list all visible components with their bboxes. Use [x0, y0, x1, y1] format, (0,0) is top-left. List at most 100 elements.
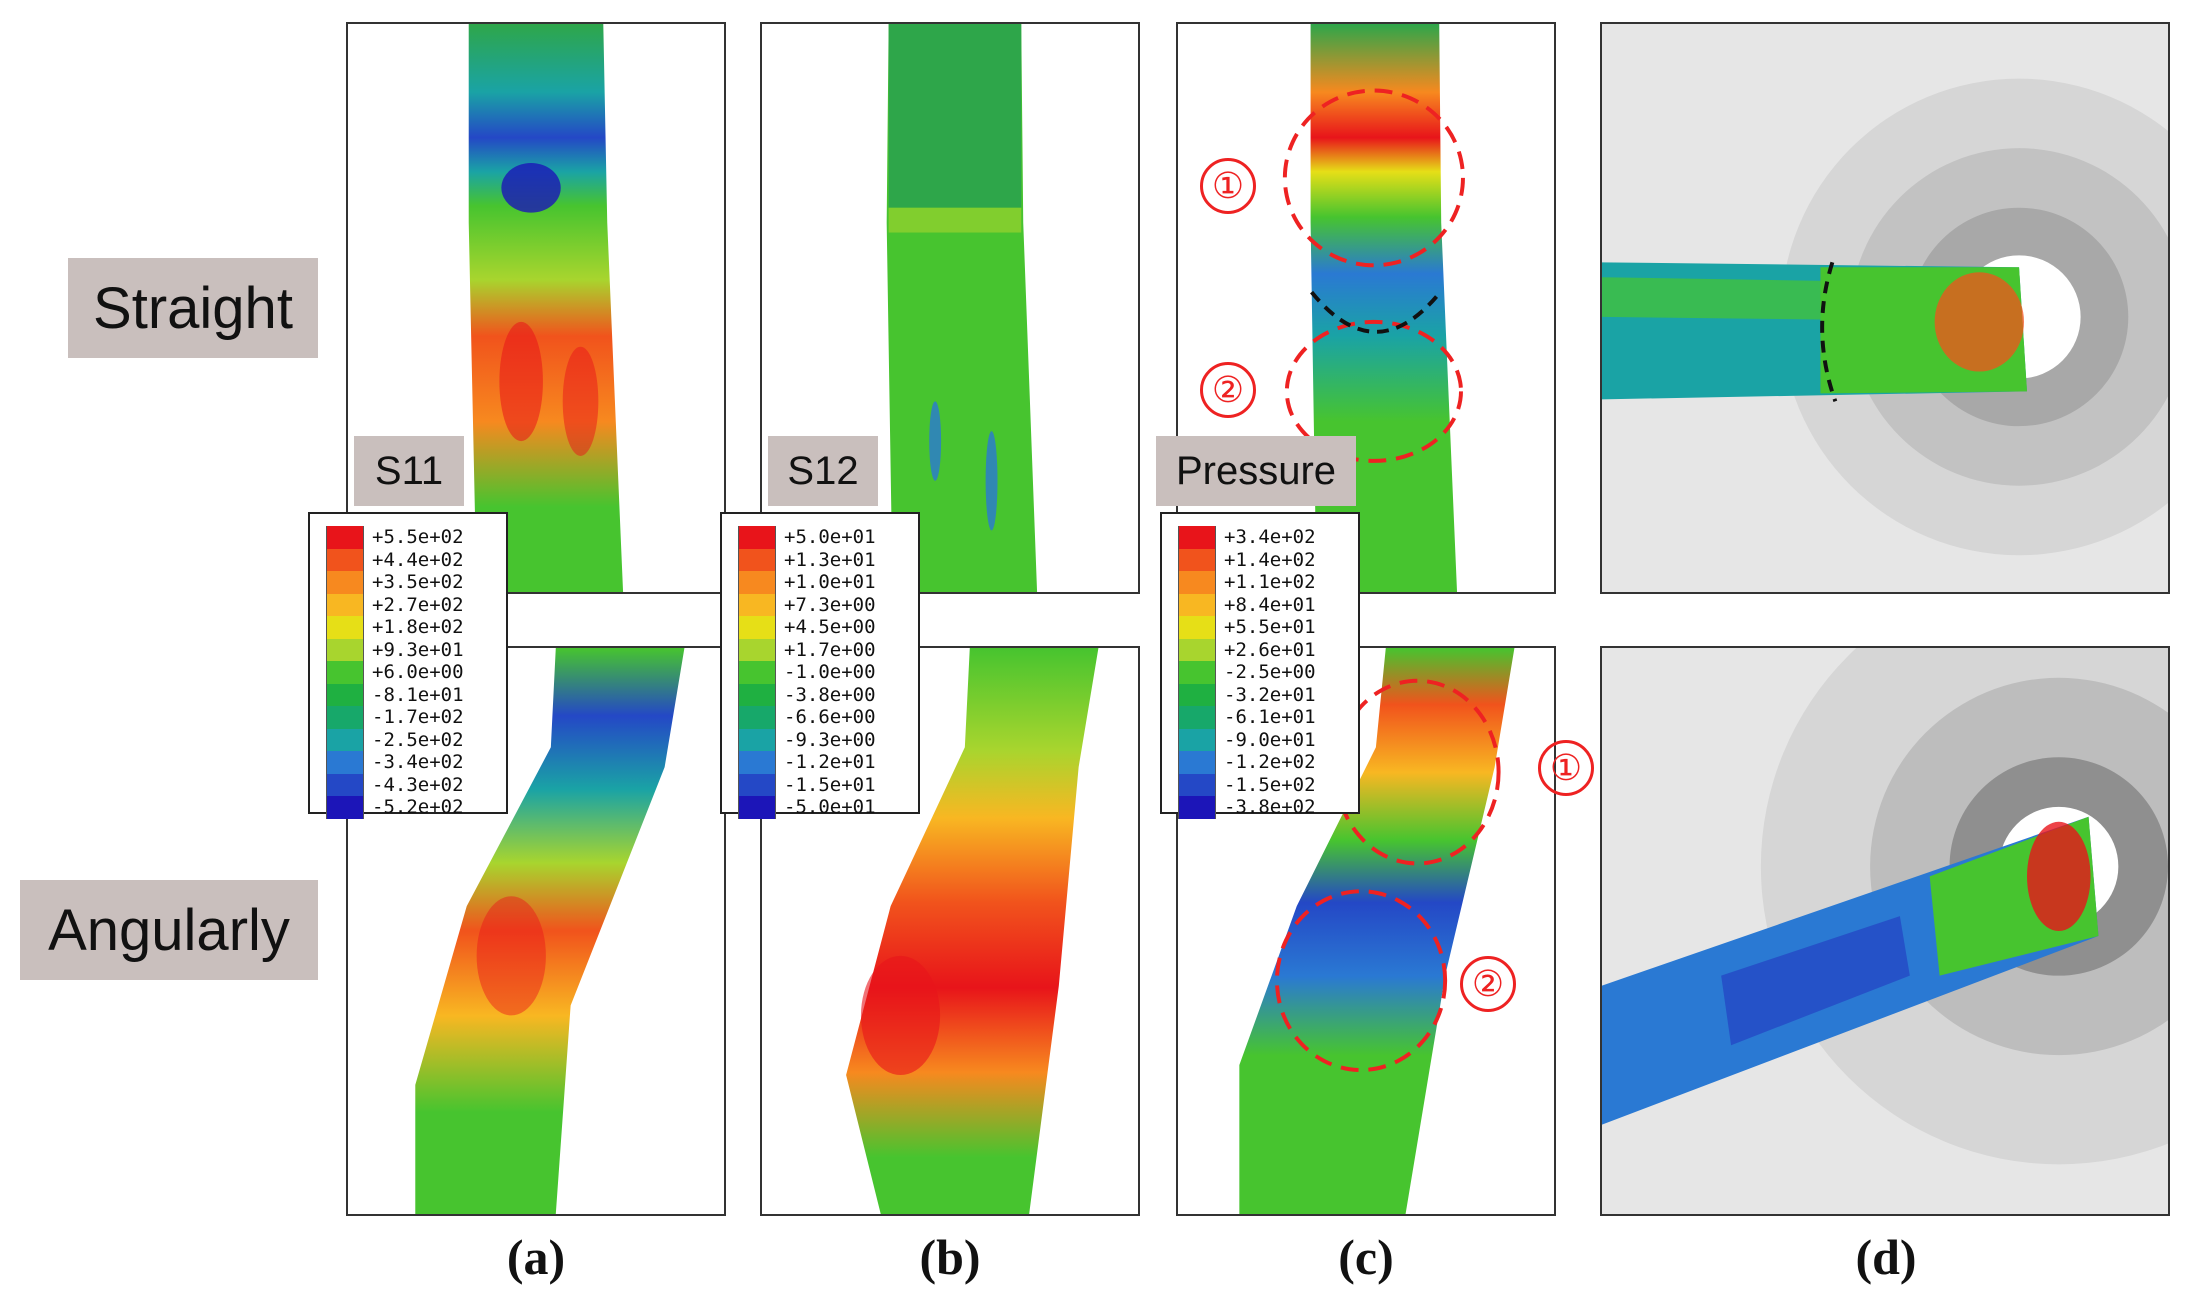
panel-b-straight: [760, 22, 1140, 594]
legend-row: -1.5e+01: [738, 773, 910, 796]
legend-value: -6.1e+01: [1224, 706, 1316, 729]
legend-value: -1.0e+00: [784, 661, 876, 684]
legend-value: -6.6e+00: [784, 706, 876, 729]
region-marker-1-straight: ①: [1200, 158, 1256, 214]
legend-value: +1.0e+01: [784, 571, 876, 594]
legend-swatch: [326, 773, 364, 796]
tag-s11: S11: [354, 436, 464, 506]
legend-swatch: [326, 751, 364, 774]
legend-row: -9.0e+01: [1178, 728, 1350, 751]
legend-row: -1.5e+02: [1178, 773, 1350, 796]
legend-value: +8.4e+01: [1224, 593, 1316, 616]
legend-row: -2.5e+02: [326, 728, 498, 751]
panel-a-angular: [346, 646, 726, 1216]
legend-value: -3.8e+02: [1224, 796, 1316, 819]
legend-swatch: [1178, 638, 1216, 661]
legend-value: -3.4e+02: [372, 751, 464, 774]
legend-row: +9.3e+01: [326, 638, 498, 661]
sub-label-c: (c): [1338, 1229, 1394, 1285]
legend-row: -4.3e+02: [326, 773, 498, 796]
legend-swatch: [738, 616, 776, 639]
legend-row: -5.2e+02: [326, 796, 498, 819]
region-marker-2-angular: ②: [1460, 956, 1516, 1012]
legend-row: +3.5e+02: [326, 571, 498, 594]
legend-row: -1.0e+00: [738, 661, 910, 684]
legend-value: -5.2e+02: [372, 796, 464, 819]
legend-row: -3.8e+00: [738, 683, 910, 706]
legend-value: +3.4e+02: [1224, 526, 1316, 549]
legend-row: +4.4e+02: [326, 548, 498, 571]
legend-value: -1.7e+02: [372, 706, 464, 729]
legend-row: -2.5e+00: [1178, 661, 1350, 684]
legend-row: +1.1e+02: [1178, 571, 1350, 594]
legend-swatch: [326, 706, 364, 729]
legend-value: -1.2e+01: [784, 751, 876, 774]
legend-swatch: [738, 773, 776, 796]
legend-row: -1.7e+02: [326, 706, 498, 729]
legend-swatch: [1178, 773, 1216, 796]
legend-value: -3.8e+00: [784, 683, 876, 706]
legend-swatch: [738, 548, 776, 571]
legend-value: +5.0e+01: [784, 526, 876, 549]
legend-row: +5.5e+02: [326, 526, 498, 549]
panel-c-angular: [1176, 646, 1556, 1216]
legend-row: -9.3e+00: [738, 728, 910, 751]
legend-row: +1.7e+00: [738, 638, 910, 661]
legend-row: +1.3e+01: [738, 548, 910, 571]
legend-swatch: [738, 728, 776, 751]
legend-row: -6.6e+00: [738, 706, 910, 729]
legend-value: +7.3e+00: [784, 593, 876, 616]
legend-row: +1.0e+01: [738, 571, 910, 594]
legend-value: -4.3e+02: [372, 773, 464, 796]
legend-swatch: [738, 706, 776, 729]
legend-swatch: [1178, 548, 1216, 571]
legend-row: -3.4e+02: [326, 751, 498, 774]
legend-value: -2.5e+02: [372, 728, 464, 751]
legend-row: +5.0e+01: [738, 526, 910, 549]
legend-swatch: [738, 683, 776, 706]
legend-swatch: [738, 526, 776, 549]
legend-s11: +5.5e+02 +4.4e+02 +3.5e+02 +2.7e+02 +1.8e+02…: [308, 512, 508, 819]
tag-s12: S12: [768, 436, 878, 506]
legend-swatch: [738, 796, 776, 819]
legend-swatch: [1178, 616, 1216, 639]
sub-label-a: (a): [506, 1229, 566, 1285]
legend-row: -1.2e+02: [1178, 751, 1350, 774]
legend-row: +1.4e+02: [1178, 548, 1350, 571]
legend-value: -1.5e+02: [1224, 773, 1316, 796]
legend-swatch: [1178, 728, 1216, 751]
legend-swatch: [738, 638, 776, 661]
row-label-angularly: Angularly: [20, 880, 318, 980]
region-marker-2-straight: ②: [1200, 362, 1256, 418]
legend-s12: +5.0e+01 +1.3e+01 +1.0e+01 +7.3e+00 +4.5e+00…: [720, 512, 920, 819]
legend-pressure: +3.4e+02 +1.4e+02 +1.1e+02 +8.4e+01 +5.5e+01…: [1160, 512, 1360, 819]
legend-swatch: [326, 661, 364, 684]
legend-value: +2.7e+02: [372, 593, 464, 616]
legend-value: -3.2e+01: [1224, 683, 1316, 706]
legend-swatch: [326, 796, 364, 819]
legend-swatch: [1178, 571, 1216, 594]
panel-b-angular: [760, 646, 1140, 1216]
legend-value: -9.3e+00: [784, 728, 876, 751]
legend-value: -5.0e+01: [784, 796, 876, 819]
legend-row: +8.4e+01: [1178, 593, 1350, 616]
legend-value: -8.1e+01: [372, 683, 464, 706]
legend-value: +3.5e+02: [372, 571, 464, 594]
legend-swatch: [326, 683, 364, 706]
legend-value: +4.4e+02: [372, 548, 464, 571]
legend-value: -1.2e+02: [1224, 751, 1316, 774]
legend-swatch: [1178, 683, 1216, 706]
legend-swatch: [738, 751, 776, 774]
legend-value: -2.5e+00: [1224, 661, 1316, 684]
legend-swatch: [1178, 526, 1216, 549]
legend-swatch: [1178, 796, 1216, 819]
legend-swatch: [1178, 706, 1216, 729]
legend-value: -9.0e+01: [1224, 728, 1316, 751]
legend-swatch: [326, 638, 364, 661]
legend-swatch: [326, 616, 364, 639]
legend-row: -5.0e+01: [738, 796, 910, 819]
legend-value: +1.7e+00: [784, 638, 876, 661]
row-label-straight: Straight: [68, 258, 318, 358]
panel-c-straight: [1176, 22, 1556, 594]
